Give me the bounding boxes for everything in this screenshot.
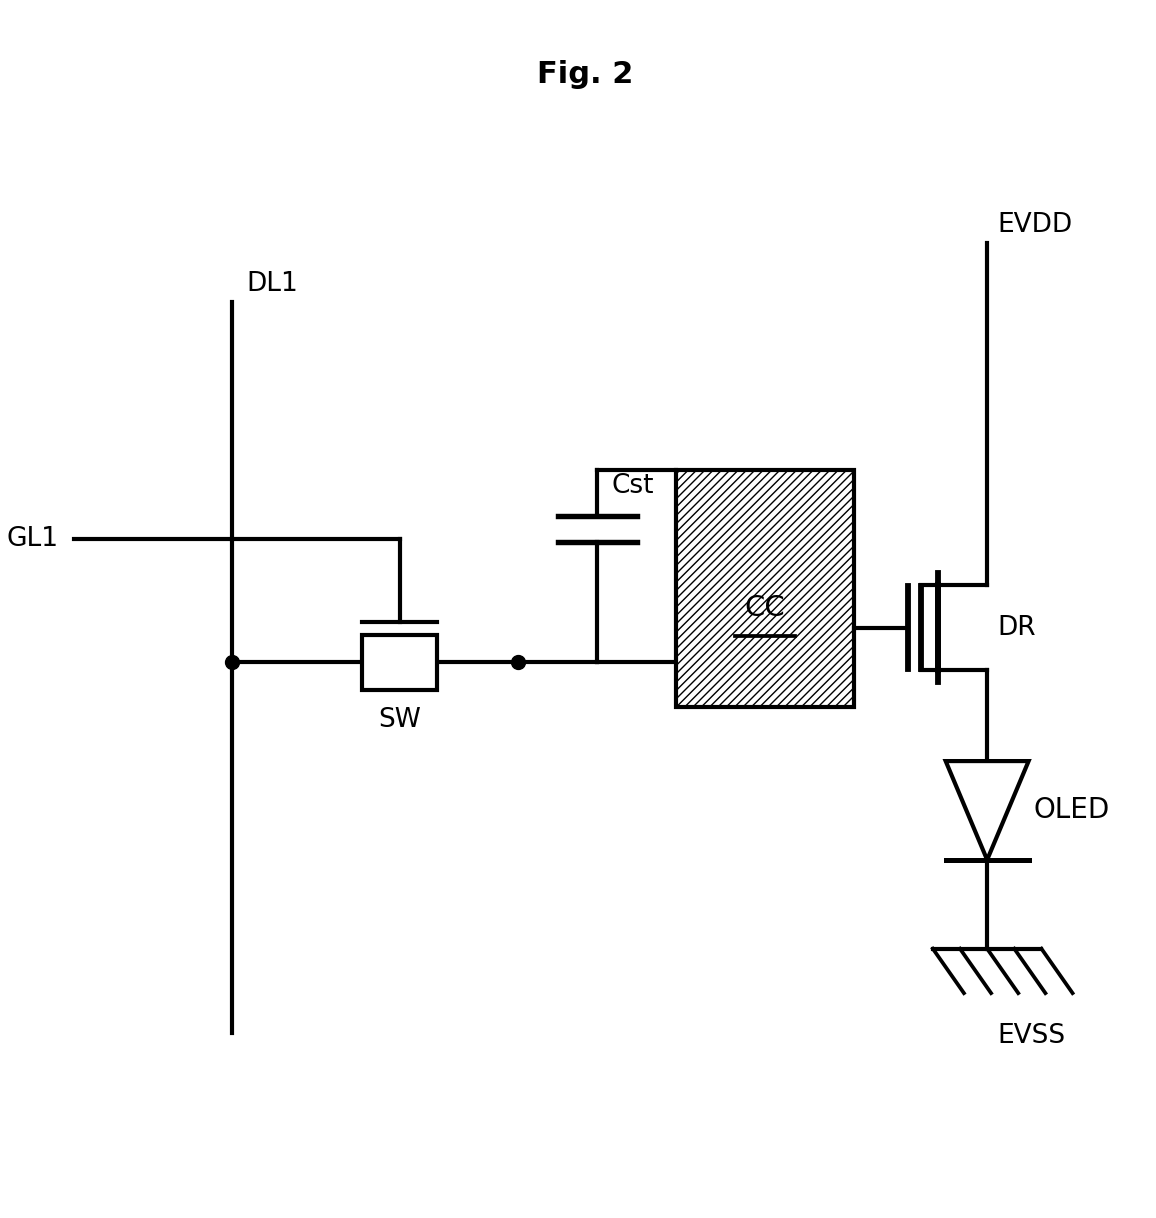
Text: CC: CC bbox=[744, 594, 785, 622]
Polygon shape bbox=[946, 761, 1029, 860]
Text: OLED: OLED bbox=[1033, 797, 1110, 825]
Text: Cst: Cst bbox=[612, 474, 654, 499]
Text: GL1: GL1 bbox=[7, 526, 59, 552]
Text: SW: SW bbox=[378, 706, 421, 733]
Text: DR: DR bbox=[996, 615, 1036, 641]
Text: Fig. 2: Fig. 2 bbox=[538, 60, 633, 89]
Bar bbox=[676, 470, 854, 706]
Bar bbox=[362, 635, 437, 689]
Text: EVDD: EVDD bbox=[996, 212, 1072, 238]
Text: DL1: DL1 bbox=[246, 270, 298, 297]
Text: EVSS: EVSS bbox=[996, 1023, 1065, 1049]
